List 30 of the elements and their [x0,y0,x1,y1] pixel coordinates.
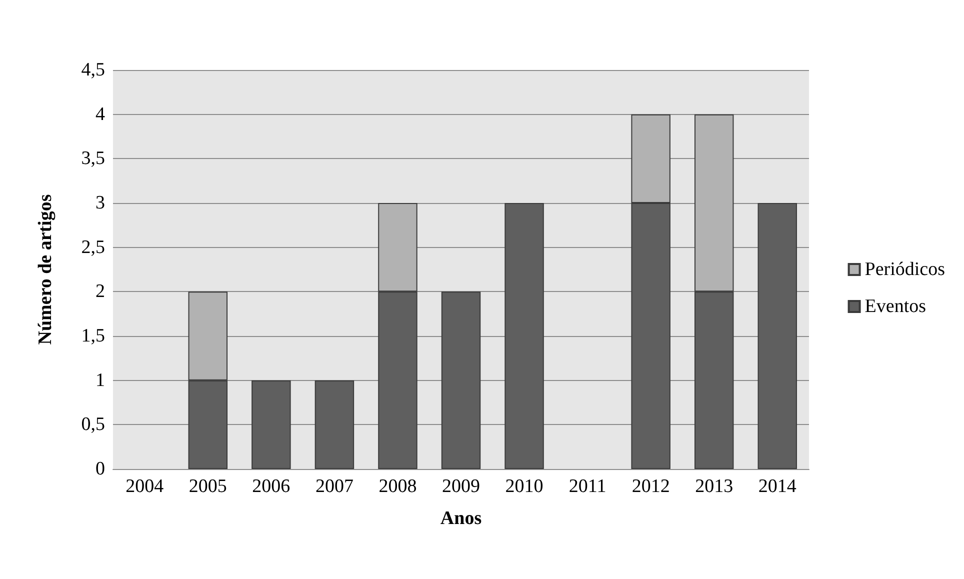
y-tick-label: 3 [96,192,105,214]
bar [504,203,544,469]
y-tick-label: 3,5 [81,148,105,170]
x-axis-title: Anos [440,508,482,529]
x-tick-label: 2011 [568,476,606,497]
x-tick-label: 2014 [758,476,797,497]
y-axis-title: Número de artigos [35,194,56,345]
bar [441,292,481,469]
x-tick-label: 2005 [188,476,227,497]
y-tick-label: 0 [96,458,105,480]
x-tick-label: 2006 [252,476,290,497]
x-tick-label: 2004 [126,476,164,497]
bar [314,380,354,469]
x-tick-label: 2013 [695,476,734,497]
x-tick-label: 2007 [315,476,354,497]
y-tick-label: 4,5 [81,60,105,80]
legend-label: Periódicos [864,259,946,280]
y-tick-label: 4 [96,104,106,125]
y-tick-label: 1,5 [81,326,105,346]
bar [758,203,797,469]
x-tick-label: 2009 [442,476,480,497]
y-tick-label: 2 [96,281,105,302]
x-tick-label: 2010 [505,476,544,497]
y-tick-label: 1 [96,370,105,391]
legend-label: Eventos [864,296,926,317]
x-tick-label: 2012 [632,476,670,497]
bar [252,380,291,469]
x-tick-label: 2008 [378,476,417,497]
y-tick-label: 2,5 [81,236,105,258]
y-tick-label: 0,5 [81,414,105,436]
